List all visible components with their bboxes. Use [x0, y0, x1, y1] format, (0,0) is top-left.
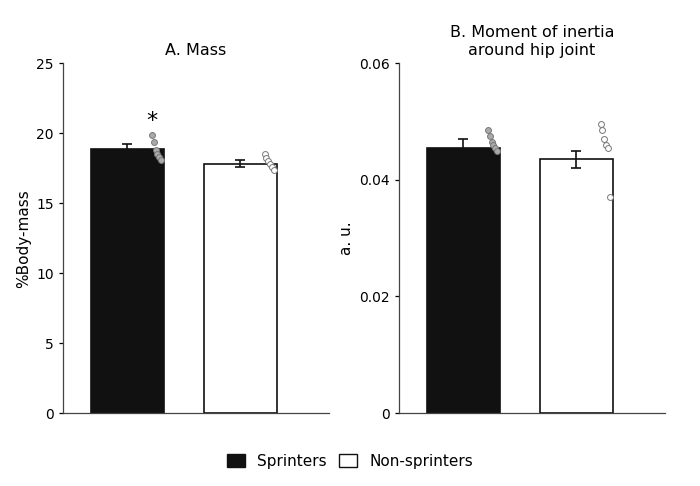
Point	[603, 144, 614, 152]
Point	[484, 132, 495, 140]
Point	[601, 141, 612, 149]
Point	[150, 146, 161, 154]
Title: A. Mass: A. Mass	[165, 43, 227, 58]
Title: B. Moment of inertia
around hip joint: B. Moment of inertia around hip joint	[449, 25, 615, 58]
Point	[486, 138, 497, 146]
Point	[491, 147, 503, 155]
Point	[259, 150, 270, 158]
Point	[269, 166, 280, 174]
Y-axis label: a. u.: a. u.	[339, 221, 354, 255]
Point	[598, 135, 610, 143]
Y-axis label: %Body-mass: %Body-mass	[16, 189, 31, 288]
Point	[490, 144, 501, 152]
Point	[265, 160, 276, 168]
Bar	[91, 149, 164, 413]
Point	[146, 131, 158, 139]
Point	[605, 193, 616, 201]
Point	[595, 121, 606, 128]
Bar	[204, 164, 276, 413]
Point	[154, 153, 165, 161]
Point	[482, 126, 493, 134]
Point	[155, 156, 167, 164]
Bar	[427, 148, 500, 413]
Text: *: *	[146, 111, 158, 131]
Point	[148, 138, 159, 145]
Point	[261, 155, 272, 162]
Point	[267, 163, 278, 171]
Bar	[540, 159, 612, 413]
Point	[597, 126, 608, 134]
Legend: Sprinters, Non-sprinters: Sprinters, Non-sprinters	[222, 450, 478, 473]
Point	[262, 157, 274, 165]
Point	[488, 141, 499, 149]
Point	[152, 150, 163, 158]
